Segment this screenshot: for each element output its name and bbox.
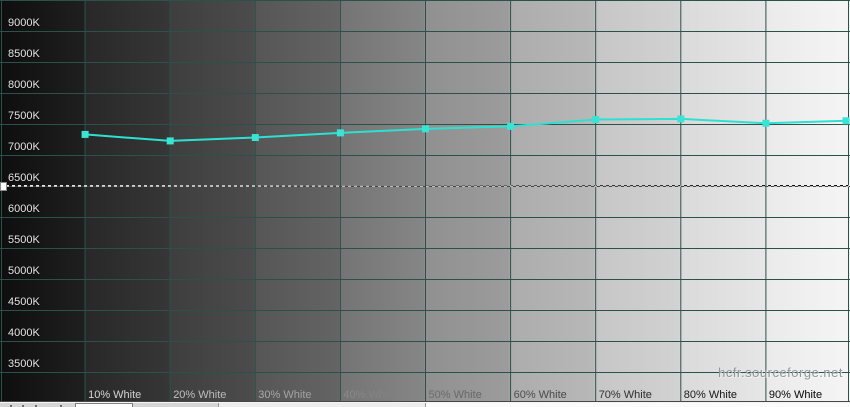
data-point-marker <box>166 137 174 145</box>
y-tick-label: 7500K <box>8 109 40 122</box>
y-tick-label: 3500K <box>8 357 40 370</box>
x-tick-label: 40% White <box>343 389 397 401</box>
toolbar-edge-tab <box>75 403 133 407</box>
data-point-marker <box>677 115 685 123</box>
x-tick-label: 20% White <box>173 389 227 401</box>
toolbar-edge-tick <box>10 405 12 407</box>
y-tick-label: 8500K <box>8 47 40 60</box>
x-tick-label: 30% White <box>258 389 312 401</box>
y-tick-label: 6500K <box>8 171 40 184</box>
hcfr-watermark: hcfr.sourceforge.net <box>718 365 843 380</box>
toolbar-edge-tick <box>22 405 24 407</box>
data-point-marker <box>762 119 770 127</box>
toolbar-edge-tick <box>60 405 62 407</box>
x-tick-label: 70% White <box>598 389 652 401</box>
y-tick-label: 5500K <box>8 233 40 246</box>
x-tick-label: 60% White <box>513 389 567 401</box>
x-tick-label: 50% White <box>428 389 482 401</box>
toolbar-edge-right <box>425 403 850 407</box>
data-point-marker <box>336 129 344 137</box>
toolbar-edge-middle <box>218 403 425 407</box>
y-tick-label: 5000K <box>8 264 40 277</box>
y-tick-label: 4000K <box>8 326 40 339</box>
data-point-marker <box>422 125 429 133</box>
x-tick-label: 80% White <box>683 389 737 401</box>
toolbar-edge-tick <box>35 405 37 407</box>
data-point-marker <box>592 116 600 124</box>
data-point-marker <box>81 130 89 138</box>
reference-6500k-axis-marker <box>0 182 7 191</box>
data-point-marker <box>507 122 515 130</box>
y-tick-label: 9000K <box>8 16 40 29</box>
y-tick-label: 8000K <box>8 78 40 91</box>
reference-6500k-dashed-line <box>0 185 850 187</box>
x-tick-label: 10% White <box>88 389 142 401</box>
y-tick-label: 6000K <box>8 202 40 215</box>
y-tick-label: 4500K <box>8 295 40 308</box>
window-edge-strip <box>0 401 850 407</box>
data-point-marker <box>251 134 259 142</box>
data-point-marker <box>842 117 850 125</box>
x-tick-label: 90% White <box>768 389 823 401</box>
y-tick-label: 7000K <box>8 140 40 153</box>
